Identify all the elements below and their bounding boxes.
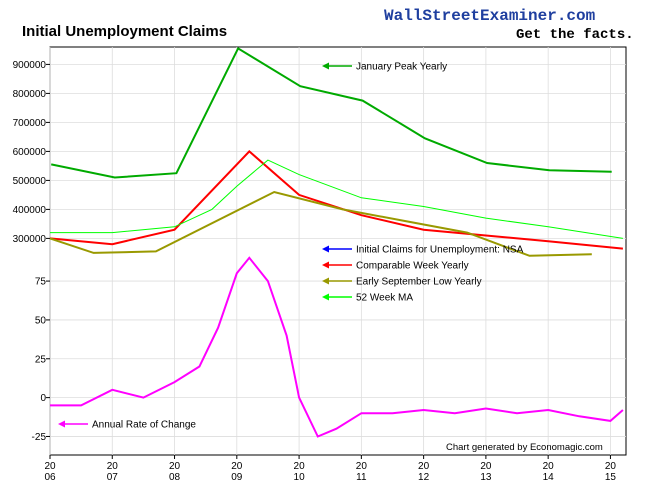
y-tick-label: 25 bbox=[35, 354, 47, 365]
x-tick-label: 20 bbox=[231, 461, 243, 472]
series-line-roc bbox=[50, 256, 624, 438]
chart-title: Initial Unemployment Claims bbox=[22, 23, 227, 40]
legend-label-low: Early September Low Yearly bbox=[356, 277, 482, 288]
legend-label-peak: January Peak Yearly bbox=[356, 62, 447, 73]
x-tick-label: 10 bbox=[294, 472, 306, 483]
x-tick-label: 20 bbox=[605, 461, 617, 472]
x-tick-label: 20 bbox=[418, 461, 430, 472]
y-tick-label: 600000 bbox=[13, 147, 47, 158]
x-tick-label: 15 bbox=[605, 472, 617, 483]
x-tick-label: 20 bbox=[169, 461, 181, 472]
y-tick-label: 900000 bbox=[13, 60, 47, 71]
grid bbox=[49, 47, 626, 455]
legend-label-roc: Annual Rate of Change bbox=[92, 420, 196, 431]
legend-arrow-low bbox=[322, 277, 329, 285]
series-lines bbox=[49, 46, 624, 438]
legend-arrow-roc bbox=[58, 420, 65, 428]
y-tick-label: 700000 bbox=[13, 118, 47, 129]
y-tick-label: 0 bbox=[40, 393, 46, 404]
series-line-comparable bbox=[49, 150, 623, 250]
y-tick-label: 400000 bbox=[13, 205, 47, 216]
legend-arrow-comparable bbox=[322, 261, 329, 269]
series-line-peak bbox=[50, 46, 612, 179]
y-tick-label: 800000 bbox=[13, 89, 47, 100]
y-tick-label: 75 bbox=[35, 277, 47, 288]
legend-arrow-weekly bbox=[322, 245, 329, 253]
top-y-axis: 300000 400000 500000 600000 700000 800000 9000… bbox=[13, 60, 50, 245]
x-tick-label: 13 bbox=[480, 472, 492, 483]
x-tick-label: 12 bbox=[418, 472, 430, 483]
x-tick-label: 20 bbox=[44, 461, 56, 472]
legend-arrow-ma bbox=[322, 293, 329, 301]
x-tick-label: 08 bbox=[169, 472, 181, 483]
x-tick-label: 20 bbox=[543, 461, 555, 472]
credit-text: Chart generated by Economagic.com bbox=[446, 442, 603, 453]
legend-label-weekly: Initial Claims for Unemployment: NSA bbox=[356, 245, 524, 256]
y-tick-label: 500000 bbox=[13, 176, 47, 187]
x-tick-label: 20 bbox=[294, 461, 306, 472]
x-tick-label: 20 bbox=[356, 461, 368, 472]
legend-arrow-peak bbox=[322, 62, 329, 70]
x-tick-label: 07 bbox=[107, 472, 119, 483]
legend: January Peak Yearly Initial Claims for Un… bbox=[58, 62, 524, 431]
brand-name: WallStreetExaminer.com bbox=[384, 7, 596, 25]
bottom-y-axis: -25 0 25 50 75 bbox=[32, 277, 50, 443]
legend-label-comparable: Comparable Week Yearly bbox=[356, 261, 469, 272]
legend-label-ma: 52 Week MA bbox=[356, 293, 413, 304]
y-tick-label: 50 bbox=[35, 315, 47, 326]
x-tick-label: 20 bbox=[480, 461, 492, 472]
x-tick-label: 06 bbox=[44, 472, 56, 483]
brand-tagline: Get the facts. bbox=[516, 27, 634, 43]
y-tick-label: -25 bbox=[32, 432, 47, 443]
y-tick-label: 300000 bbox=[13, 234, 47, 245]
series-line-ma bbox=[50, 159, 623, 239]
x-tick-label: 20 bbox=[107, 461, 119, 472]
x-tick-label: 11 bbox=[356, 472, 367, 483]
x-tick-label: 14 bbox=[543, 472, 555, 483]
series-line-low bbox=[49, 190, 592, 257]
x-tick-label: 09 bbox=[231, 472, 243, 483]
